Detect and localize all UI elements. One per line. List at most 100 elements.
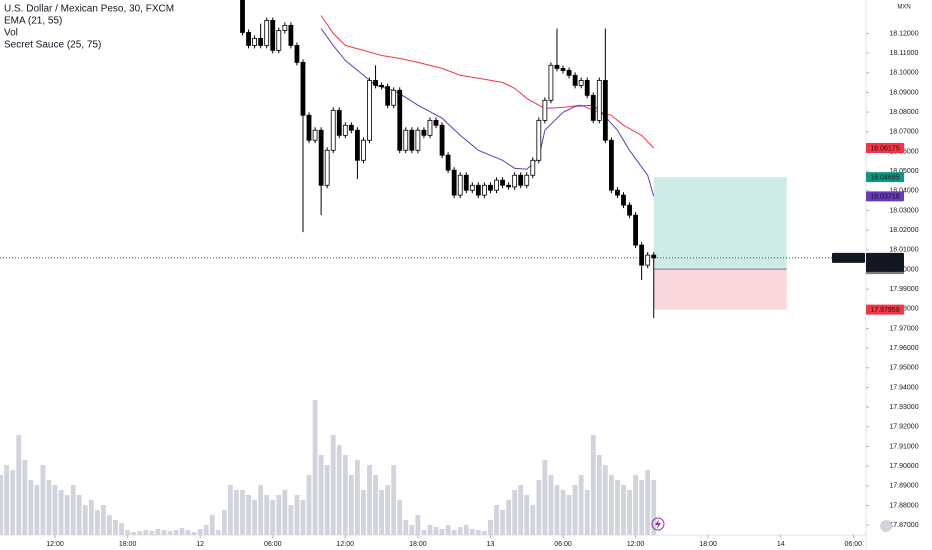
volume-bar [475, 530, 481, 535]
x-tick-label: 14 [777, 541, 785, 548]
volume-bar [288, 505, 294, 535]
volume-bar [348, 475, 354, 535]
candle-body [397, 89, 403, 151]
volume-bar [0, 475, 4, 535]
volume-bar [215, 530, 221, 535]
x-tick-label: 06:00 [554, 541, 572, 548]
candle-body [324, 149, 330, 186]
flag-icon[interactable] [880, 520, 892, 532]
volume-bar [391, 465, 397, 535]
candle-body [258, 37, 264, 46]
volume-bar [88, 500, 94, 535]
candle-body [463, 174, 469, 191]
volume-bar [500, 510, 505, 535]
volume-bar [590, 435, 596, 535]
volume-bar [530, 505, 536, 535]
candle-body [367, 80, 372, 141]
candle-body [415, 129, 421, 151]
candle-body [336, 109, 342, 136]
candle-body [421, 129, 427, 136]
volume-bar [548, 475, 554, 535]
volume-bar [451, 530, 457, 535]
volume-bar [167, 531, 173, 535]
candle-body [240, 0, 245, 33]
volume-bar [185, 530, 191, 535]
y-tick-label: 17.93000 [889, 404, 918, 411]
volume-bar [463, 525, 469, 535]
volume-bar [119, 523, 124, 535]
volume-bar [633, 475, 638, 535]
volume-bar [94, 510, 100, 535]
candle-body [361, 139, 366, 161]
volume-bar [584, 490, 590, 535]
candle-body [602, 80, 608, 141]
candle-body [578, 80, 584, 86]
volume-bar [113, 520, 118, 535]
volume-bar [40, 465, 46, 535]
candle-body [276, 30, 282, 51]
candle-body [639, 244, 645, 266]
candle-body [590, 94, 596, 121]
volume-bar [191, 532, 197, 535]
candle-body [560, 68, 566, 71]
candle-body [469, 184, 475, 191]
volume-bar [318, 455, 324, 535]
candle-body [645, 254, 651, 266]
volume-bar [336, 445, 342, 535]
volume-bar [330, 435, 336, 535]
candle-body [500, 179, 505, 186]
volume-bar [173, 530, 179, 535]
y-tick-label: 17.89000 [889, 483, 918, 490]
y-tick-label: 17.90000 [889, 463, 918, 470]
x-tick-label: 12 [196, 541, 204, 548]
y-tick-label: 17.98000 [889, 306, 918, 313]
volume-bar [367, 465, 372, 535]
volume-bar [615, 480, 620, 535]
volume-bar [361, 490, 366, 535]
volume-bar [16, 435, 22, 535]
indicator-label: EMA (21, 55) [4, 16, 62, 27]
candle-body [512, 174, 518, 188]
volume-bar [596, 455, 602, 535]
volume-bar [639, 480, 645, 535]
volume-bar [469, 529, 475, 535]
volume-bar [385, 485, 391, 535]
ema-line [320, 15, 655, 149]
candle-body [348, 124, 354, 131]
y-tick-label: 18.05000 [889, 168, 918, 175]
volume-bar [76, 495, 82, 535]
volume-bar [197, 529, 203, 535]
indicator-label: Secret Sauce (25, 75) [4, 40, 101, 51]
volume-bar [645, 470, 651, 535]
ema-price-tag: 18.06175 [870, 145, 899, 152]
ema-price-tag: 18.03718 [870, 194, 899, 201]
y-tick-label: 17.99000 [889, 286, 918, 293]
y-tick-label: 18.02000 [889, 227, 918, 234]
alert-icon[interactable] [651, 517, 665, 531]
y-tick-label: 17.88000 [889, 502, 918, 509]
y-tick-label: 17.97000 [889, 325, 918, 332]
volume-bar [228, 485, 233, 535]
volume-bar [566, 495, 572, 535]
candle-body [451, 169, 457, 196]
x-tick-label: 12:00 [46, 541, 64, 548]
volume-bar [609, 475, 614, 535]
candle-body [651, 254, 657, 259]
volume-bar [300, 500, 306, 535]
volume-bar [246, 495, 251, 535]
last-price-label: 18.00591 [870, 255, 899, 262]
volume-bar [258, 485, 264, 535]
volume-bar [536, 480, 542, 535]
volume-bar [161, 530, 167, 535]
candle-body [439, 124, 445, 156]
volume-bar [252, 500, 257, 535]
target-zone [653, 177, 787, 270]
volume-bar [482, 531, 487, 535]
volume-bar [439, 529, 445, 535]
volume-bar [324, 465, 330, 535]
candle-body [488, 184, 493, 191]
candle-body [536, 119, 542, 161]
candle-body [596, 80, 602, 121]
volume-bar [651, 480, 657, 535]
volume-bar [524, 495, 530, 535]
